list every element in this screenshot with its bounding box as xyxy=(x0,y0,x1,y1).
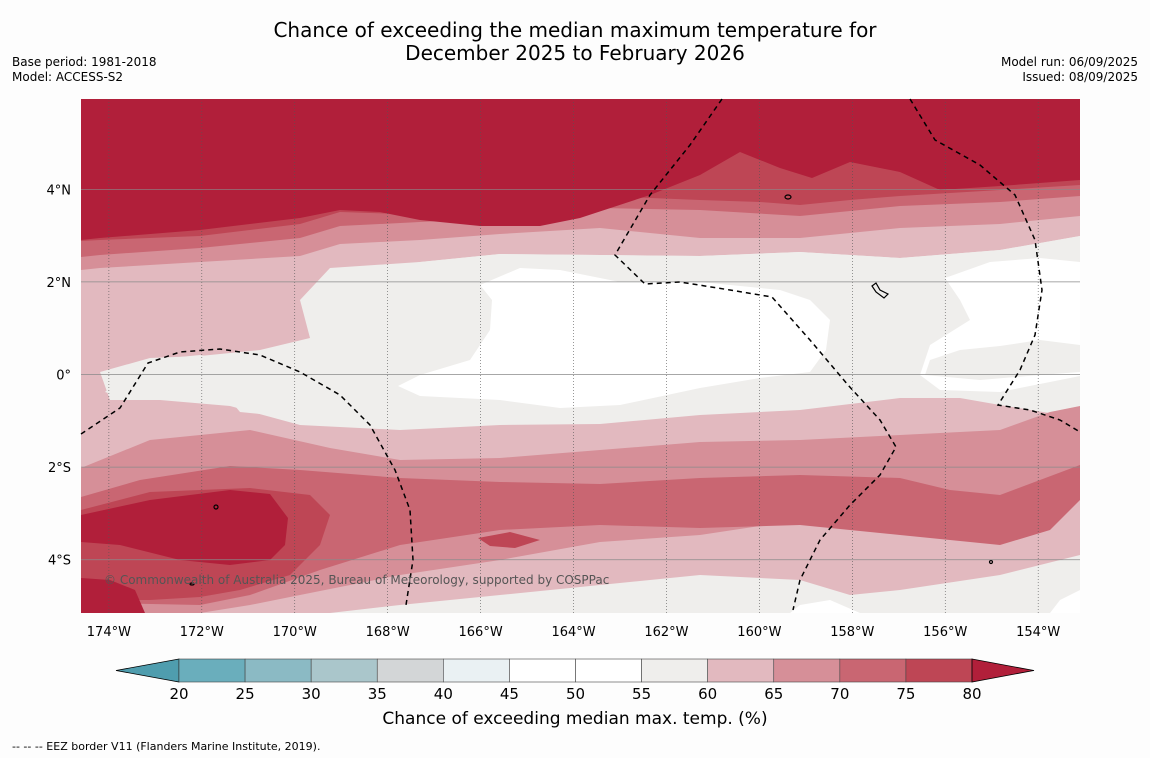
longitude-tick-label: 168°W xyxy=(366,625,410,640)
latitude-tick-label: 2°S xyxy=(48,461,71,476)
probability-band-45-55-sw xyxy=(1050,590,1080,613)
map-title-line-1: Chance of exceeding the median maximum t… xyxy=(273,18,877,42)
colorbar-tick-label: 35 xyxy=(368,685,387,703)
colorbar-tick-label: 60 xyxy=(698,685,717,703)
colorbar-tick-label: 75 xyxy=(896,685,915,703)
map-title-line-2: December 2025 to February 2026 xyxy=(405,41,745,65)
eez-border-line xyxy=(614,98,897,611)
longitude-tick-label: 170°W xyxy=(273,625,317,640)
colorbar-tick-label: 30 xyxy=(302,685,321,703)
island-outlines xyxy=(189,194,994,586)
colorbar-tick-label: 80 xyxy=(962,685,981,703)
probability-band-over-80 xyxy=(81,99,1080,240)
island-outline xyxy=(784,194,792,200)
eez-border-legend: -- -- -- EEZ border V11 (Flanders Marine… xyxy=(12,740,321,753)
colorbar-segment xyxy=(244,658,312,683)
colorbar-tick-label: 25 xyxy=(236,685,255,703)
colorbar-segment xyxy=(443,658,510,683)
colorbar-segment xyxy=(575,658,642,683)
longitude-tick-label: 164°W xyxy=(551,625,595,640)
island-outline xyxy=(988,559,994,565)
colorbar-tick-label: 65 xyxy=(764,685,783,703)
colorbar-tick-label: 45 xyxy=(500,685,519,703)
model-name-text: Model: ACCESS-S2 xyxy=(12,70,124,84)
colorbar-segment xyxy=(905,658,973,683)
island-outline xyxy=(213,504,219,510)
colorbar-label: Chance of exceeding median max. temp. (%… xyxy=(382,709,768,729)
probability-band-55-60-west xyxy=(105,355,250,400)
island-outline xyxy=(189,582,195,586)
colorbar-segment xyxy=(178,658,246,683)
probability-band-70-75-south xyxy=(81,465,1080,605)
probability-band-over-80-corner xyxy=(81,578,145,613)
latitude-tick-label: 2°N xyxy=(47,276,72,291)
longitude-tick-label: 158°W xyxy=(830,625,874,640)
colorbar-segment xyxy=(641,658,708,683)
longitude-tick-label: 172°W xyxy=(180,625,224,640)
longitude-tick-label: 160°W xyxy=(737,625,781,640)
colorbar-tick-label: 70 xyxy=(830,685,849,703)
latitude-tick-label: 4°S xyxy=(48,554,71,569)
colorbar: 20 25 30 35 40 45 50 55 60 65 70 75 80 xyxy=(115,658,1035,703)
colorbar-tick-label: 40 xyxy=(434,685,453,703)
probability-band-45-55-south xyxy=(790,600,860,613)
latitude-labels: 4°N 2°N 0° 2°S 4°S xyxy=(47,183,72,568)
eez-borders xyxy=(80,98,1081,611)
probability-band-75-80-patch xyxy=(478,532,540,548)
probability-band-45-55-east xyxy=(920,258,1080,392)
colorbar-segment xyxy=(773,658,841,683)
map-gridlines xyxy=(81,99,1080,613)
eez-border-line xyxy=(80,348,414,606)
longitude-labels: 174°W 172°W 170°W 168°W 166°W 164°W 162°W 160°W… xyxy=(87,625,1061,640)
latitude-tick-label: 4°N xyxy=(47,183,72,198)
colorbar-over-arrow xyxy=(971,658,1035,683)
colorbar-tick-label: 50 xyxy=(566,685,585,703)
model-run-text: Model run: 06/09/2025 xyxy=(1000,55,1138,69)
issued-date-text: Issued: 08/09/2025 xyxy=(1022,70,1138,84)
probability-band-over-80-south xyxy=(81,490,288,565)
colorbar-segment xyxy=(839,658,907,683)
island-outline xyxy=(871,282,890,299)
forecast-map: © Commonwealth of Australia 2025, Bureau… xyxy=(47,98,1081,703)
longitude-tick-label: 156°W xyxy=(923,625,967,640)
colorbar-segment xyxy=(707,658,775,683)
probability-band-45-55 xyxy=(398,268,830,408)
colorbar-segment xyxy=(376,658,444,683)
longitude-tick-label: 154°W xyxy=(1016,625,1060,640)
eez-border-line xyxy=(909,98,1081,433)
colorbar-tick-label: 20 xyxy=(169,685,188,703)
longitude-tick-label: 162°W xyxy=(644,625,688,640)
colorbar-segment xyxy=(310,658,378,683)
longitude-tick-label: 174°W xyxy=(87,625,131,640)
latitude-tick-label: 0° xyxy=(56,369,71,384)
copyright-notice: © Commonwealth of Australia 2025, Bureau… xyxy=(104,573,609,587)
map-plot-area xyxy=(81,99,1080,613)
base-period-text: Base period: 1981-2018 xyxy=(12,55,157,69)
longitude-tick-label: 166°W xyxy=(459,625,503,640)
colorbar-segment xyxy=(509,658,576,683)
colorbar-under-arrow xyxy=(115,658,180,683)
colorbar-tick-label: 55 xyxy=(632,685,651,703)
